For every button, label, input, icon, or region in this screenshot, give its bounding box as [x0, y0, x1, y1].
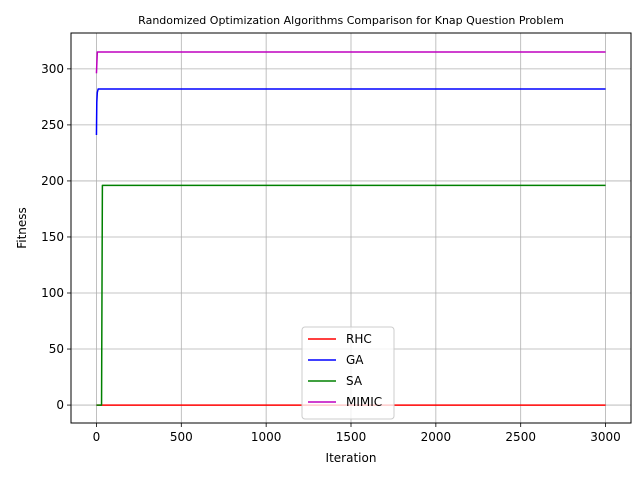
- y-tick-label: 250: [41, 118, 64, 132]
- legend-label-sa: SA: [346, 374, 363, 388]
- x-tick-label: 1000: [251, 430, 282, 444]
- legend-label-rhc: RHC: [346, 332, 372, 346]
- series-line-ga: [95, 88, 606, 135]
- series-line-mimic: [95, 51, 606, 74]
- legend-label-mimic: MIMIC: [346, 395, 382, 409]
- legend: RHC GA SA MIMIC: [301, 326, 395, 420]
- x-axis-ticks: 0 500 1000 1500 2000 2500 3000: [93, 423, 621, 444]
- legend-box: [301, 326, 395, 420]
- y-axis-ticks: 0 50 100 150 200 250 300: [41, 62, 71, 412]
- y-tick-label: 50: [49, 342, 64, 356]
- x-tick-label: 3000: [590, 430, 621, 444]
- chart-title: Randomized Optimization Algorithms Compa…: [138, 14, 564, 27]
- y-tick-label: 100: [41, 286, 64, 300]
- y-tick-label: 150: [41, 230, 64, 244]
- x-tick-label: 0: [93, 430, 101, 444]
- y-axis-label: Fitness: [15, 207, 29, 249]
- series-line-sa: [96, 184, 606, 406]
- x-tick-label: 500: [170, 430, 193, 444]
- y-tick-label: 300: [41, 62, 64, 76]
- legend-label-ga: GA: [346, 353, 364, 367]
- y-tick-label: 0: [56, 398, 64, 412]
- y-tick-label: 200: [41, 174, 64, 188]
- x-tick-label: 2500: [505, 430, 536, 444]
- x-axis-label: Iteration: [326, 451, 377, 465]
- x-tick-label: 2000: [421, 430, 452, 444]
- x-tick-label: 1500: [336, 430, 367, 444]
